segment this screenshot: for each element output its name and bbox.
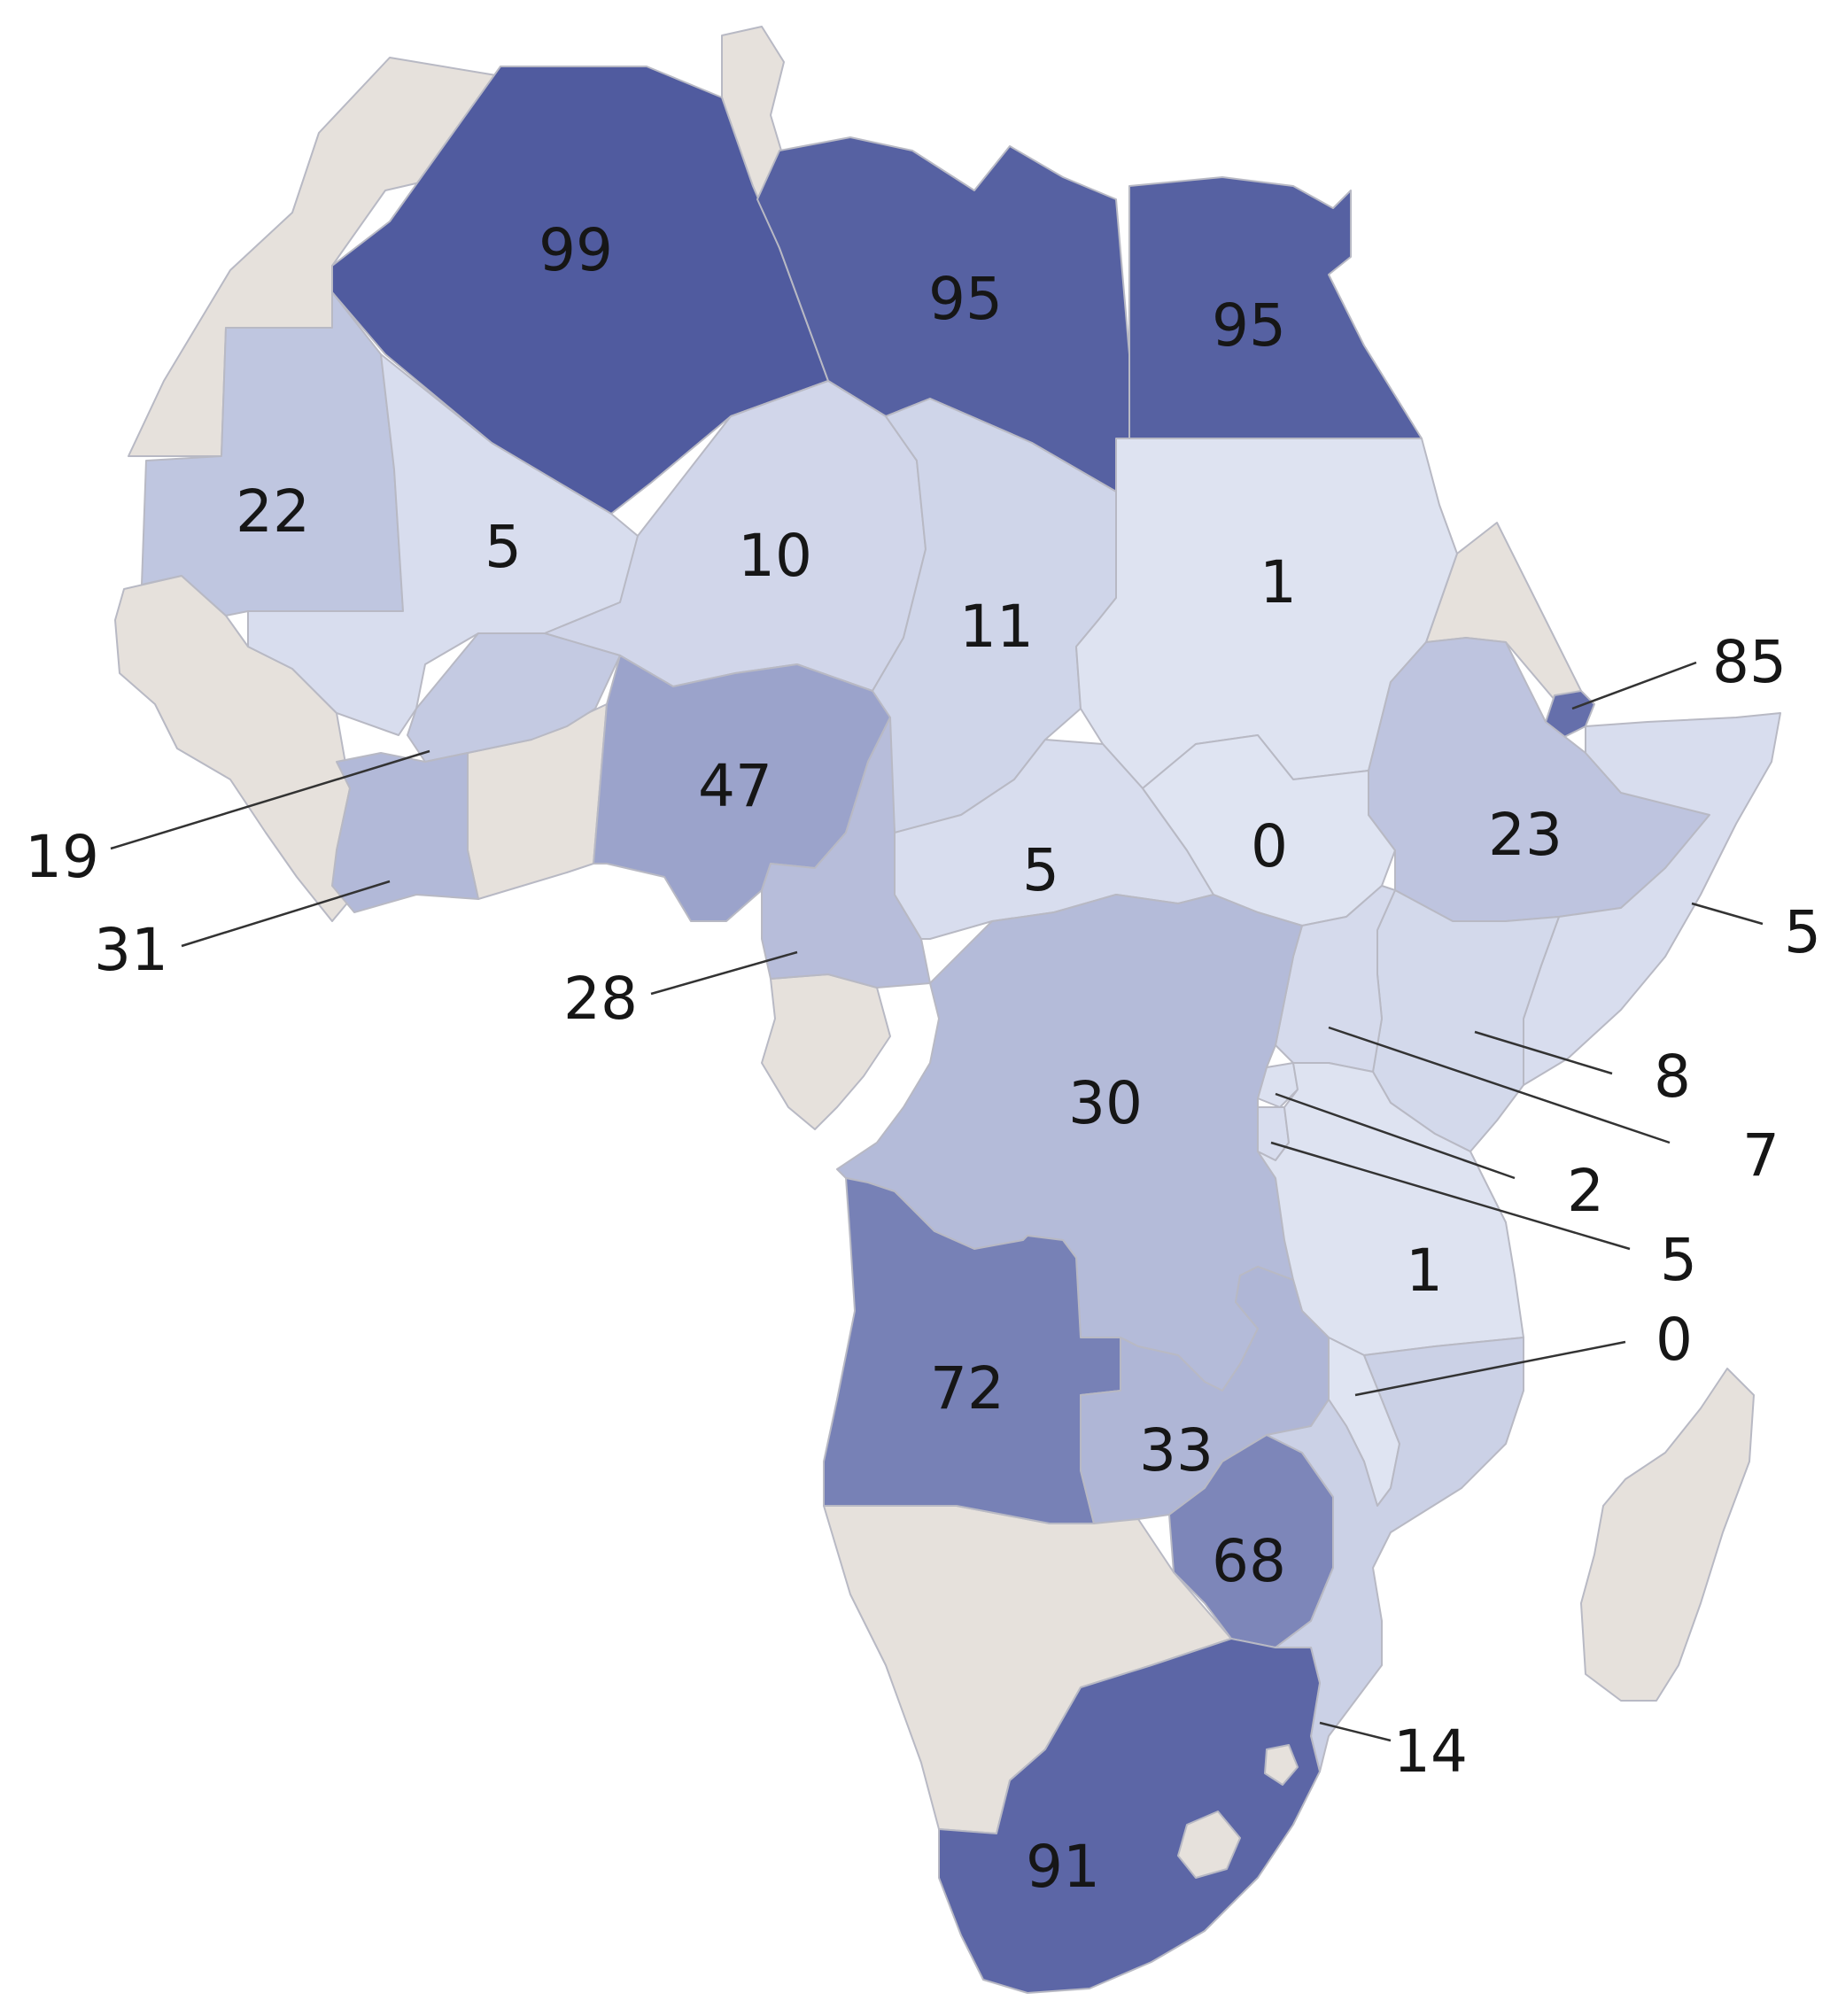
label-mali: 5 [485,513,522,581]
leader-cameroon [650,950,798,996]
label-angola: 72 [930,1354,1004,1423]
lesotho-region [1177,1811,1241,1879]
label-kenya: 8 [1654,1043,1691,1111]
label-nigeria: 47 [698,752,772,820]
label-rwanda: 2 [1567,1157,1604,1225]
label-malawi: 0 [1656,1306,1693,1374]
label-dr-congo: 30 [1068,1069,1143,1137]
label-somalia: 5 [1784,898,1821,966]
label-burundi: 5 [1660,1226,1697,1294]
data-countries [141,66,1781,1994]
leader-uganda [1328,1026,1671,1144]
label-uganda: 7 [1742,1121,1780,1190]
leader-rwanda [1275,1092,1516,1180]
value-labels: 99 95 95 22 5 10 11 1 85 19 31 47 28 5 0… [25,216,1821,1901]
label-south-africa: 91 [1026,1833,1100,1901]
country-mali[interactable] [247,353,643,736]
leader-mozambique [1319,1721,1392,1742]
label-cameroon: 28 [563,965,638,1033]
label-cote-divoire: 31 [94,916,168,984]
country-burkina-faso[interactable] [407,632,621,763]
leader-somalia [1691,902,1764,926]
country-south-africa[interactable] [938,1638,1321,1994]
label-mozambique: 14 [1393,1717,1468,1786]
label-zimbabwe: 68 [1212,1527,1286,1595]
label-mauritania: 22 [236,477,310,546]
country-somalia[interactable] [1523,712,1781,1086]
gabon-congo-region [761,973,891,1130]
leader-burkina-faso [110,749,430,850]
label-algeria: 99 [539,216,613,284]
country-zambia[interactable] [1080,1266,1330,1524]
label-chad: 11 [959,593,1034,661]
label-djibouti: 85 [1712,628,1787,696]
country-algeria[interactable] [331,66,829,515]
label-egypt: 95 [1212,291,1286,360]
label-sudan: 1 [1260,548,1297,616]
leader-kenya [1474,1030,1613,1075]
leader-burundi [1270,1141,1631,1251]
label-burkina-faso: 19 [25,823,99,891]
eswatini-region [1264,1744,1299,1786]
label-libya: 95 [928,265,1003,333]
leader-malawi [1354,1340,1626,1397]
label-south-sudan: 0 [1251,812,1288,880]
leader-djibouti [1571,661,1697,710]
label-ethiopia: 23 [1488,801,1562,869]
country-cote-divoire[interactable] [331,752,479,913]
label-zambia: 33 [1139,1416,1214,1485]
west-coast-region [114,575,355,922]
leader-lines [110,661,1764,1742]
label-tanzania: 1 [1406,1237,1443,1305]
enclaves [1177,1744,1299,1879]
madagascar-region [1580,1368,1755,1702]
leader-cote-divoire [181,880,391,948]
label-niger: 10 [738,522,812,590]
label-car: 5 [1022,836,1059,904]
